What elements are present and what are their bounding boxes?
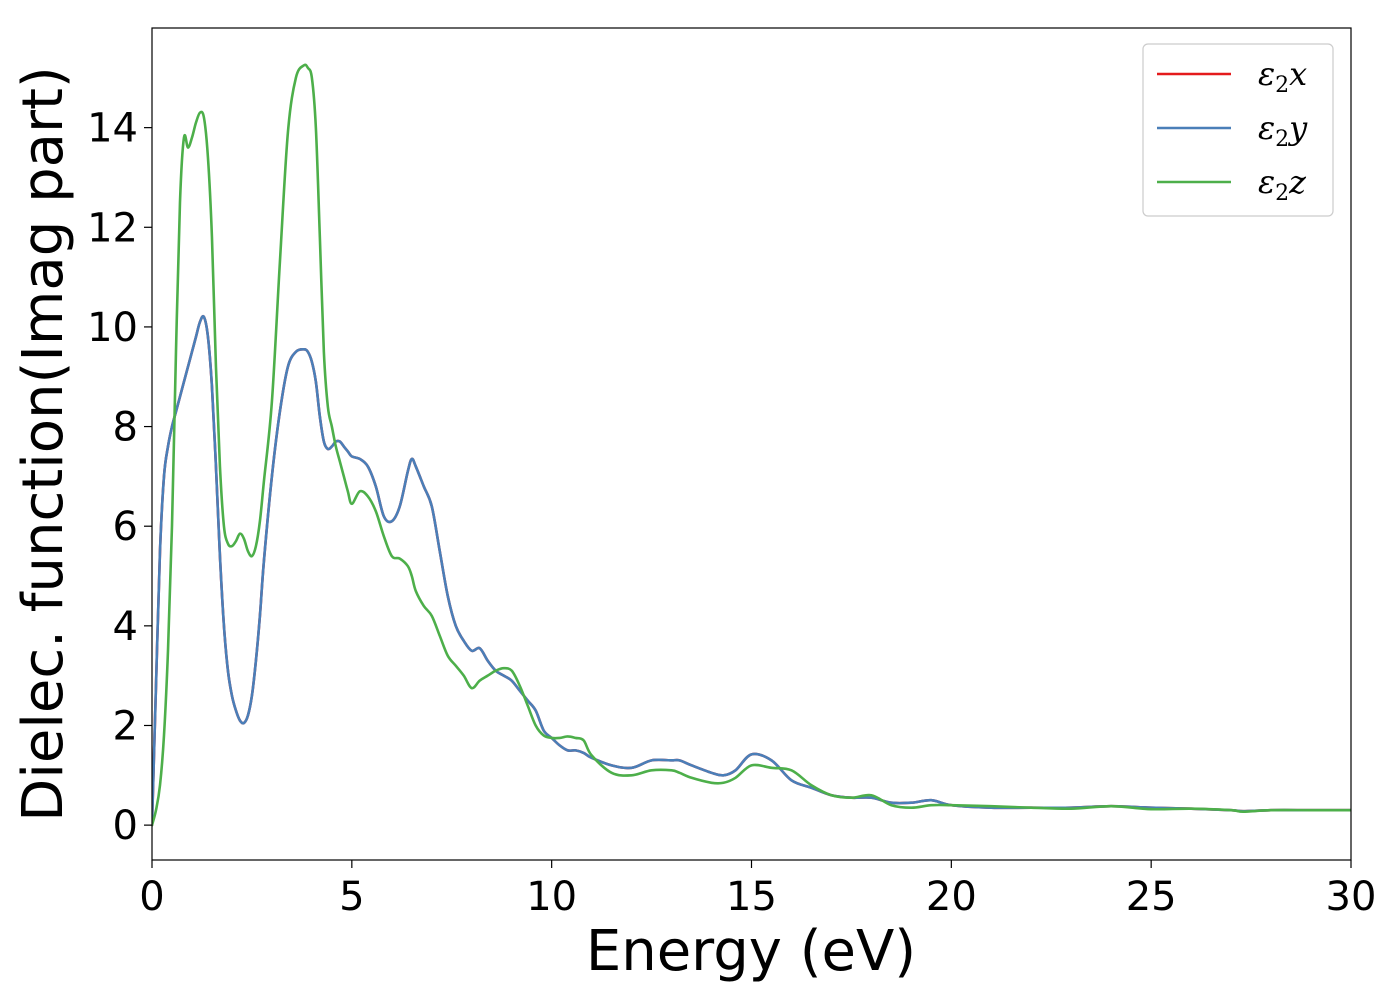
x-tick-label: 25 — [1126, 874, 1177, 920]
y-axis: 0 2 4 6 8 10 12 14 — [87, 106, 152, 849]
x-tick-label: 30 — [1326, 874, 1377, 920]
x-tick-label: 15 — [726, 874, 777, 920]
y-tick-label: 0 — [113, 803, 138, 849]
series-layer — [152, 63, 1351, 827]
y-tick-label: 8 — [113, 405, 138, 451]
x-tick-label: 0 — [139, 874, 164, 920]
y-axis-label: Dielec. function(Imag part) — [11, 66, 76, 822]
x-tick-label: 10 — [526, 874, 577, 920]
y-tick-label: 2 — [113, 703, 138, 749]
legend-label-y: ε2y — [1258, 109, 1308, 152]
series-line-y — [152, 314, 1351, 827]
y-tick-label: 10 — [87, 305, 138, 351]
legend-label-z: ε2z — [1258, 163, 1307, 206]
x-axis: 0 5 10 15 20 25 30 — [139, 860, 1376, 920]
x-tick-label: 5 — [339, 874, 364, 920]
y-tick-label: 6 — [113, 504, 138, 550]
legend: ε2x ε2y ε2z — [1142, 43, 1334, 217]
y-tick-label: 14 — [87, 106, 138, 152]
legend-box — [1142, 43, 1334, 217]
y-tick-label: 4 — [113, 604, 138, 650]
legend-label-x: ε2x — [1258, 55, 1307, 98]
x-tick-label: 20 — [926, 874, 977, 920]
y-tick-label: 12 — [87, 205, 138, 251]
x-axis-label: Energy (eV) — [586, 919, 916, 984]
series-line-z — [152, 63, 1351, 827]
